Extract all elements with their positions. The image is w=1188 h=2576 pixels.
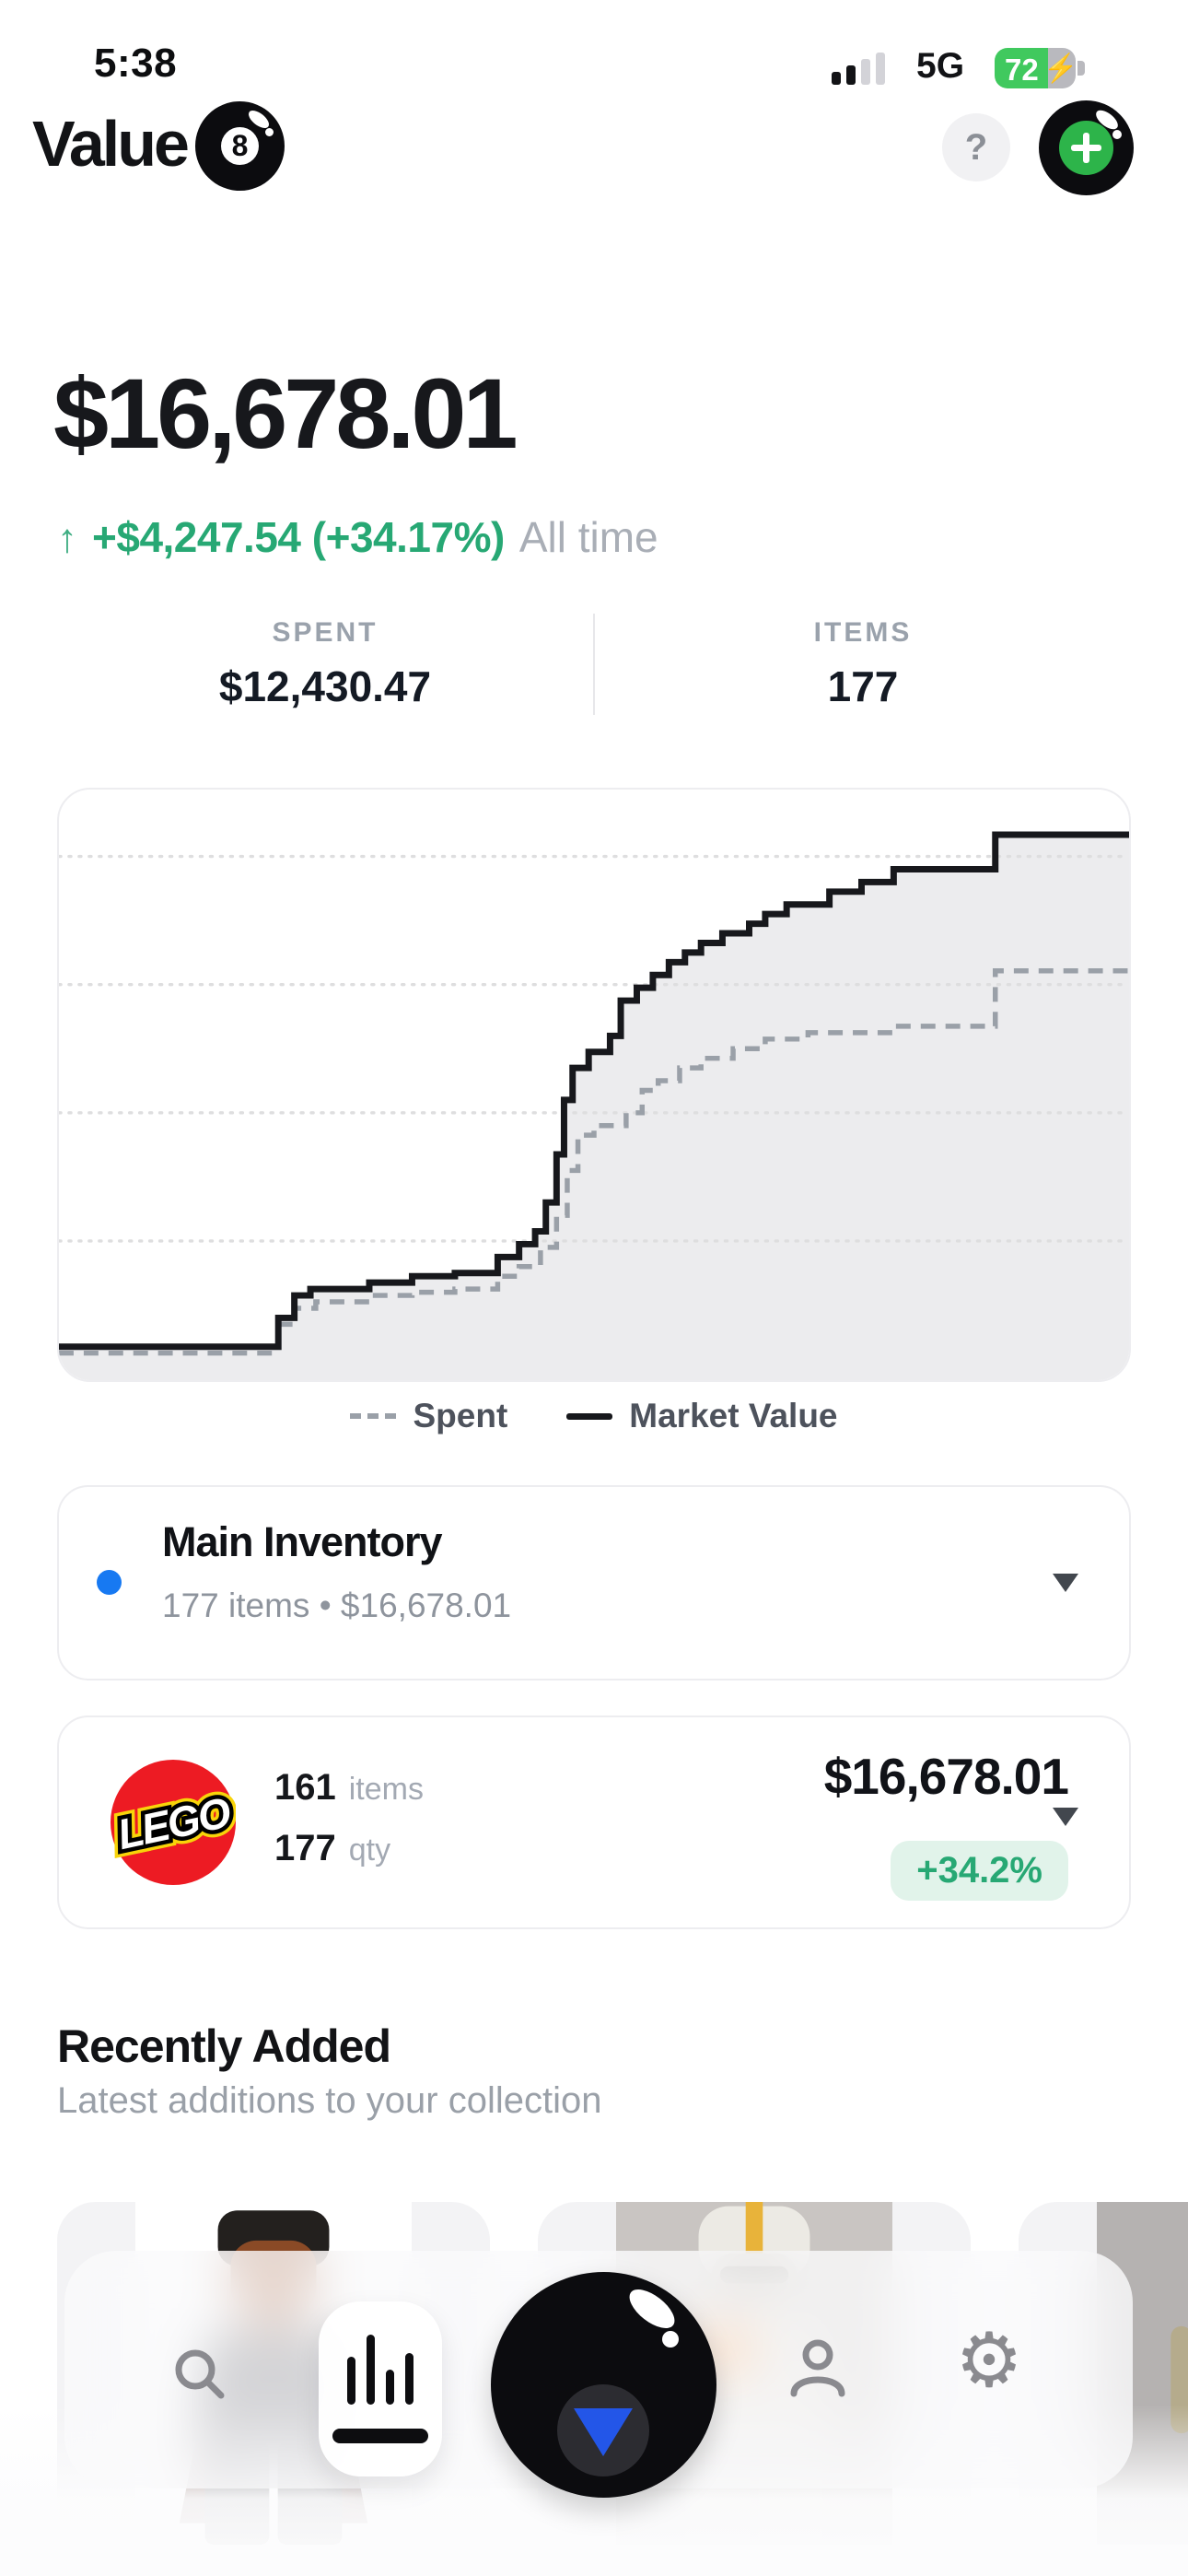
total-value: $16,678.01 — [53, 357, 518, 469]
search-icon[interactable] — [168, 2342, 234, 2408]
spent-value: $12,430.47 — [218, 662, 432, 710]
brand-items-row: 161 items — [274, 1767, 424, 1808]
brand-value: $16,678.01 — [823, 1748, 1069, 1805]
eight-ball-logo-icon: 8 — [195, 101, 285, 191]
charging-bolt-icon: ⚡ — [1043, 53, 1078, 84]
items-value: 177 — [827, 662, 899, 710]
bar-chart-icon[interactable] — [345, 2333, 415, 2405]
triangle-icon — [574, 2408, 633, 2456]
page-title: Value — [32, 108, 190, 180]
help-button[interactable]: ? — [942, 113, 1010, 181]
chart-legend: Spent Market Value — [0, 1397, 1188, 1435]
magic-ball-button[interactable] — [491, 2272, 716, 2498]
active-tab-indicator — [332, 2429, 428, 2443]
tab-stats-active[interactable] — [319, 2301, 442, 2476]
divider — [593, 614, 595, 715]
solid-line-sample — [566, 1412, 613, 1420]
items-stat: ITEMS 177 — [595, 608, 1131, 720]
section-subtitle: Latest additions to your collection — [57, 2080, 602, 2121]
inventory-color-dot — [97, 1570, 122, 1595]
help-icon: ? — [964, 126, 988, 168]
legend-item-market-value: Market Value — [566, 1397, 838, 1435]
network-type-label: 5G — [916, 46, 965, 86]
profile-icon[interactable] — [785, 2336, 851, 2403]
up-arrow-icon: ↑ — [57, 516, 77, 561]
spent-stat: SPENT $12,430.47 — [57, 608, 593, 720]
gain-amount: +$4,247.54 (+34.17%) — [92, 513, 505, 561]
gain-row: ↑ +$4,247.54 (+34.17%) All time — [57, 512, 658, 562]
chart-canvas — [59, 831, 1129, 1380]
plus-icon — [1059, 121, 1113, 175]
logo-digit: 8 — [221, 127, 259, 165]
battery-percent: 72 — [1005, 53, 1039, 87]
gain-period: All time — [518, 513, 658, 561]
portfolio-chart[interactable] — [57, 788, 1131, 1382]
inventory-name: Main Inventory — [162, 1518, 443, 1565]
signal-strength-icon — [832, 52, 900, 85]
battery-nub — [1077, 61, 1085, 76]
spent-label: SPENT — [272, 617, 379, 648]
settings-icon[interactable]: ⚙ — [955, 2317, 1023, 2405]
chevron-down-icon[interactable] — [1053, 1574, 1078, 1592]
legend-item-spent: Spent — [350, 1397, 507, 1435]
inventory-card[interactable] — [57, 1485, 1131, 1680]
battery-icon: 72 ⚡ — [995, 48, 1085, 88]
section-title: Recently Added — [57, 2020, 391, 2072]
status-time: 5:38 — [94, 41, 178, 86]
add-item-button[interactable] — [1039, 100, 1134, 195]
brand-qty-row: 177 qty — [274, 1828, 391, 1868]
chevron-down-icon[interactable] — [1053, 1808, 1078, 1826]
dashed-line-sample — [350, 1413, 397, 1419]
magic-ball-window — [557, 2384, 649, 2476]
change-badge: +34.2% — [891, 1841, 1068, 1901]
stats-row: SPENT $12,430.47 ITEMS 177 — [57, 608, 1131, 720]
lego-logo-icon: LEGO LEGO LEGO — [111, 1760, 236, 1885]
items-label: ITEMS — [813, 617, 913, 648]
inventory-subtitle: 177 items • $16,678.01 — [162, 1587, 512, 1624]
